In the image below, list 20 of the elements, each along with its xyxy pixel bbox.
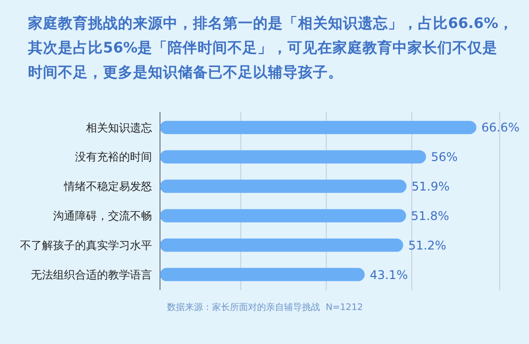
data-label: 56% xyxy=(431,150,458,164)
bar xyxy=(160,150,426,164)
data-label: 66.6% xyxy=(481,120,520,135)
y-tick-label: 情绪不稳定易发怒 xyxy=(63,180,152,194)
y-tick-label: 沟通障碍，交流不畅 xyxy=(53,210,152,223)
y-tick-label: 相关知识遗忘 xyxy=(86,121,152,134)
bar xyxy=(160,238,404,252)
y-tick-label: 无法组织合适的教学语言 xyxy=(31,268,152,282)
data-label: 51.2% xyxy=(408,238,446,252)
y-tick-label: 不了解孩子的真实学习水平 xyxy=(20,238,152,252)
source-note: 数据来源：家长所面对的亲自辅导挑战 N=1212 xyxy=(167,302,363,313)
bar xyxy=(160,209,406,222)
bar xyxy=(160,180,407,193)
bar xyxy=(160,268,365,282)
chart-title: 家庭教育挑战的来源中，排名第一的是「相关知识遗忘」，占比66.6%，其次是占比56%是「陪伴时间不足」，可见在家庭教育中家长们不仅是时间不足，更多是知识储备已不足以辅导孩子。 xyxy=(27,14,514,81)
data-label: 51.9% xyxy=(412,179,450,194)
data-label: 51.8% xyxy=(411,208,450,223)
y-tick-label: 没有充裕的时间 xyxy=(75,150,152,164)
bar xyxy=(160,120,476,134)
data-label: 43.1% xyxy=(370,268,408,282)
